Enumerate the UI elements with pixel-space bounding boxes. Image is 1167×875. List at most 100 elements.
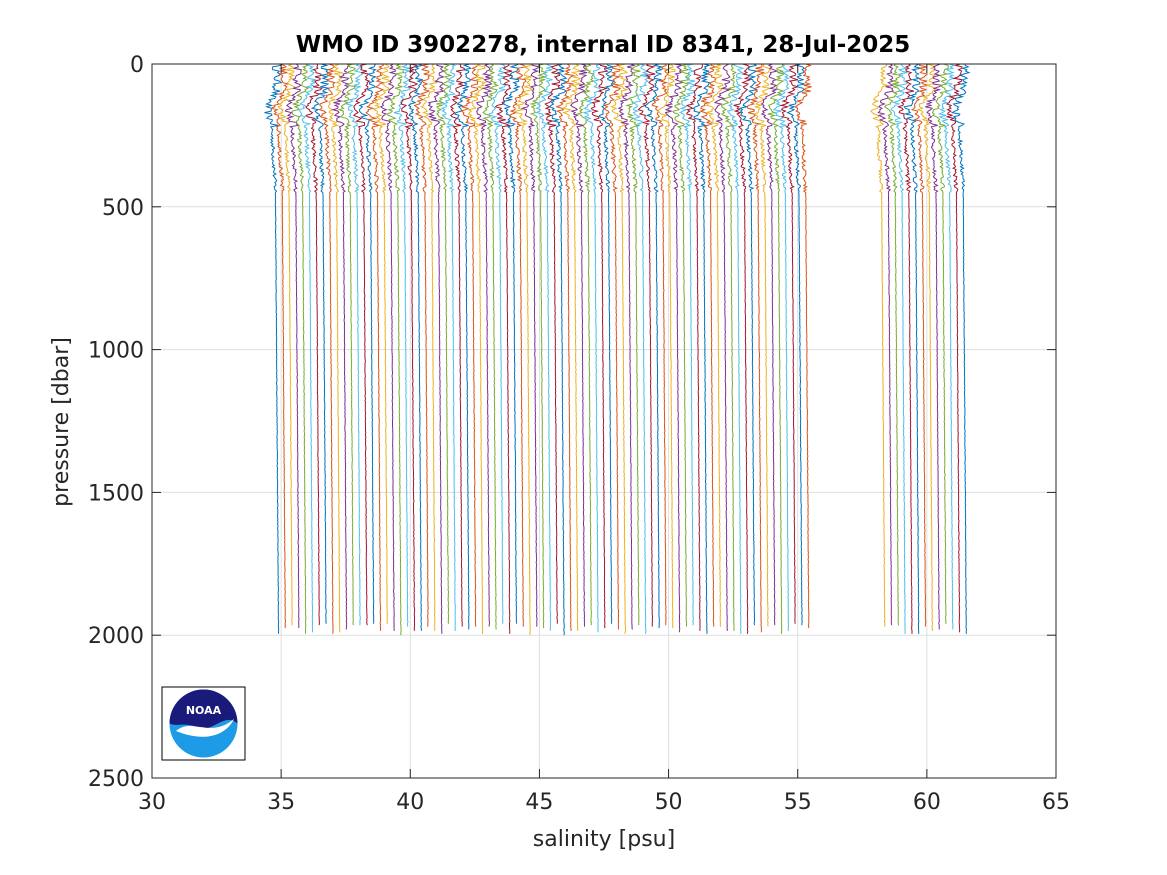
profile-line bbox=[692, 63, 711, 634]
profile-line bbox=[733, 63, 753, 634]
x-tick-label: 65 bbox=[1042, 790, 1070, 815]
plot-area bbox=[264, 63, 971, 636]
profile-line bbox=[345, 63, 364, 626]
profile-line bbox=[937, 63, 956, 630]
profile-line bbox=[575, 63, 596, 626]
profile-line bbox=[386, 63, 405, 636]
profile-line bbox=[925, 63, 944, 630]
profile-line bbox=[494, 63, 514, 634]
profile-line bbox=[794, 63, 812, 629]
profile-line bbox=[931, 63, 950, 624]
profile-line bbox=[379, 63, 397, 631]
y-tick-label: 500 bbox=[102, 196, 144, 221]
profile-line bbox=[337, 63, 357, 626]
y-tick-label: 2500 bbox=[88, 767, 144, 792]
profile-line bbox=[637, 63, 656, 627]
profile-line bbox=[488, 63, 507, 624]
profile-line bbox=[713, 63, 732, 632]
profile-line bbox=[482, 63, 500, 630]
profile-line bbox=[318, 63, 336, 634]
profile-line bbox=[779, 63, 800, 624]
profile-line bbox=[625, 63, 642, 626]
profile-line bbox=[705, 63, 724, 627]
profile-line bbox=[617, 63, 636, 630]
x-tick-label: 50 bbox=[655, 790, 683, 815]
profile-line bbox=[883, 63, 902, 626]
profile-line bbox=[264, 63, 283, 634]
profile-line bbox=[760, 63, 779, 626]
x-tick-label: 45 bbox=[525, 790, 553, 815]
profile-line bbox=[508, 63, 528, 627]
profile-line bbox=[435, 63, 453, 624]
profile-line bbox=[945, 63, 963, 633]
profile-line bbox=[393, 63, 412, 627]
profile-line bbox=[440, 63, 456, 631]
y-tick-label: 0 bbox=[130, 53, 144, 78]
profile-line bbox=[352, 63, 371, 626]
profile-line bbox=[726, 63, 745, 634]
profile-line bbox=[372, 63, 391, 624]
y-axis-label: pressure [dbar] bbox=[49, 337, 74, 507]
x-tick-label: 40 bbox=[396, 790, 424, 815]
profile-line bbox=[305, 63, 323, 626]
profile-line bbox=[672, 63, 690, 627]
profile-line bbox=[598, 63, 615, 624]
profile-line bbox=[291, 63, 310, 634]
profile-line bbox=[746, 63, 765, 633]
profile-line bbox=[561, 63, 583, 632]
profile-line bbox=[503, 63, 521, 624]
profile-line bbox=[610, 63, 629, 634]
profile-line bbox=[678, 63, 697, 626]
profile-line bbox=[548, 63, 568, 636]
grid bbox=[152, 64, 1056, 778]
profile-line bbox=[466, 63, 487, 634]
y-tick-label: 1000 bbox=[88, 339, 144, 364]
profile-line bbox=[590, 63, 609, 629]
profile-line bbox=[427, 63, 446, 634]
profile-line bbox=[365, 64, 385, 631]
profile-line bbox=[310, 63, 330, 624]
x-tick-label: 30 bbox=[138, 790, 166, 815]
profile-line bbox=[916, 63, 936, 631]
profile-line bbox=[534, 63, 553, 631]
profile-line bbox=[358, 63, 377, 624]
x-tick-label: 35 bbox=[267, 790, 295, 815]
profile-line bbox=[685, 63, 703, 632]
profile-line bbox=[664, 63, 684, 633]
y-axis: 0 500 1000 1500 2000 2500 bbox=[88, 53, 1056, 792]
profile-line bbox=[284, 63, 302, 629]
profile-line bbox=[297, 63, 317, 633]
profile-line bbox=[738, 63, 759, 626]
profile-line bbox=[453, 63, 472, 630]
profile-line bbox=[400, 63, 419, 631]
profile-line bbox=[631, 63, 650, 634]
profile-line bbox=[420, 63, 438, 631]
profile-line bbox=[514, 63, 534, 636]
profile-line bbox=[476, 63, 493, 627]
noaa-logo-text: NOAA bbox=[186, 704, 222, 717]
profile-line bbox=[657, 63, 676, 629]
y-tick-label: 1500 bbox=[88, 481, 144, 506]
profile-line bbox=[582, 63, 602, 633]
profile-line bbox=[269, 63, 290, 629]
y-tick-label: 2000 bbox=[88, 624, 144, 649]
noaa-logo: NOAA bbox=[161, 686, 246, 761]
profile-line bbox=[529, 63, 548, 629]
profile-line bbox=[651, 63, 670, 626]
x-tick-label: 55 bbox=[784, 790, 812, 815]
profile-line bbox=[276, 63, 296, 626]
profile-line bbox=[753, 63, 773, 627]
profile-line bbox=[644, 63, 664, 629]
profile-line bbox=[413, 63, 431, 627]
axes-frame bbox=[151, 63, 1057, 779]
profile-line bbox=[720, 63, 738, 631]
profile-line bbox=[520, 63, 541, 627]
profile-line bbox=[877, 63, 895, 626]
chart-title: WMO ID 3902278, internal ID 8341, 28-Jul… bbox=[296, 32, 911, 58]
profile-line bbox=[327, 63, 343, 633]
profile-line bbox=[569, 63, 589, 627]
x-axis-label: salinity [psu] bbox=[533, 827, 675, 852]
profile-line bbox=[555, 63, 575, 631]
x-axis: 30 35 40 45 50 55 60 65 bbox=[138, 64, 1070, 815]
